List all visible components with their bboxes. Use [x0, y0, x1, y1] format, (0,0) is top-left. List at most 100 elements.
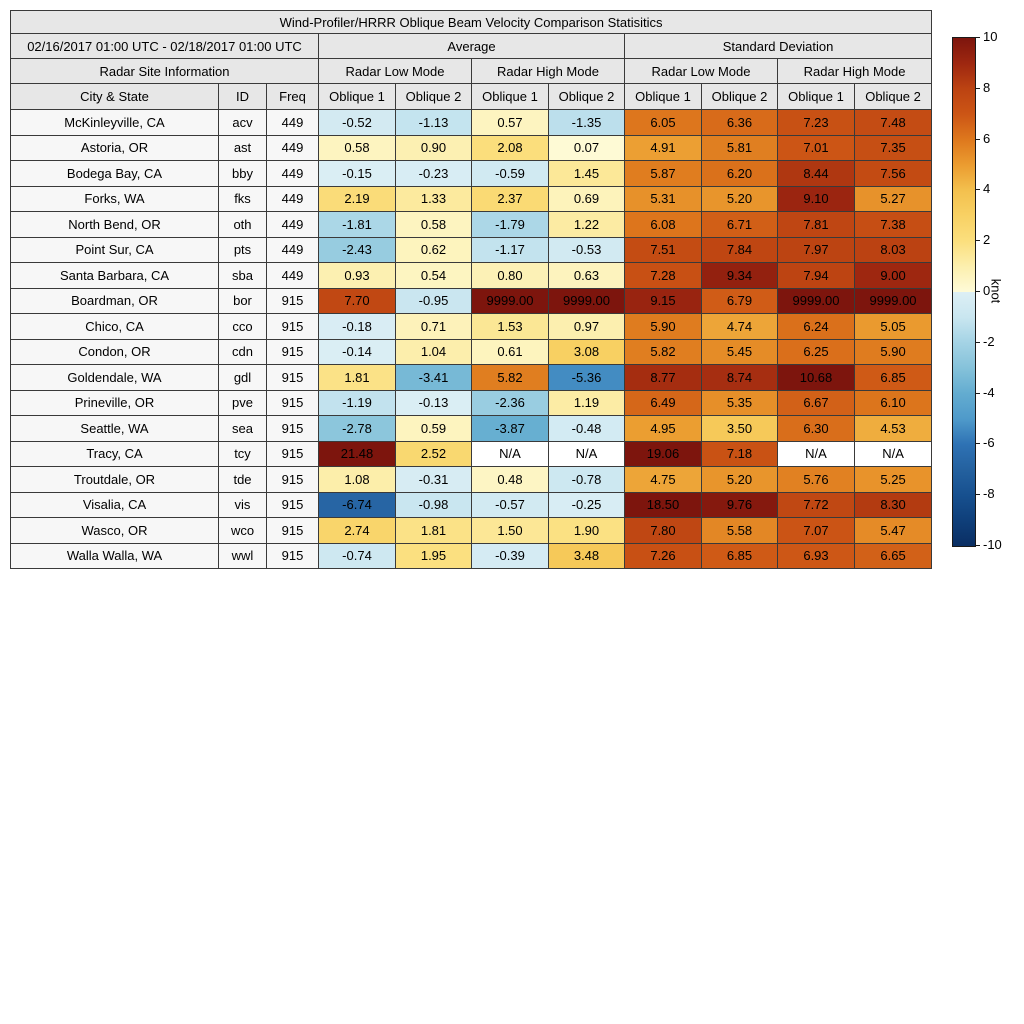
value-cell: 10.68	[777, 364, 855, 391]
value-cell: -0.31	[395, 466, 472, 493]
table-row: Troutdale, OR tde 915 1.08 -0.31 0.48 -0.78 4.7…	[10, 466, 933, 493]
colorbar-tick	[976, 494, 980, 496]
value-cell: -1.19	[318, 389, 396, 416]
mode-header-high-avg: Radar High Mode	[471, 58, 625, 84]
value-cell: 5.45	[701, 338, 778, 365]
col-header-city: City & State	[10, 83, 219, 110]
value-cell: 1.04	[395, 338, 472, 365]
id-cell: tcy	[218, 440, 267, 467]
city-cell: McKinleyville, CA	[10, 109, 219, 136]
value-cell: 0.71	[395, 313, 472, 340]
table-title: Wind-Profiler/HRRR Oblique Beam Velocity…	[9, 10, 933, 34]
value-cell: N/A	[777, 440, 855, 467]
value-cell: 9.15	[624, 287, 702, 314]
colorbar-tick-label: 8	[983, 79, 991, 95]
value-cell: 6.30	[777, 415, 855, 442]
value-cell: 5.20	[701, 466, 778, 493]
colorbar-tick-label: -6	[983, 435, 995, 451]
id-cell: wwl	[218, 542, 267, 569]
group-header-row: 02/16/2017 01:00 UTC - 02/18/2017 01:00 …	[10, 33, 933, 59]
value-cell: 0.59	[395, 415, 472, 442]
group-header-stddev: Standard Deviation	[623, 33, 933, 59]
city-cell: Point Sur, CA	[10, 236, 219, 263]
id-cell: bor	[218, 287, 267, 314]
table-row: Prineville, OR pve 915 -1.19 -0.13 -2.36 1.19 6…	[10, 389, 933, 416]
col-header-oblique1: Oblique 1	[318, 83, 396, 110]
id-cell: tde	[218, 466, 267, 493]
value-cell: 1.95	[395, 542, 472, 569]
mode-header-low-avg: Radar Low Mode	[318, 58, 472, 84]
id-cell: pts	[218, 236, 267, 263]
value-cell: 6.49	[624, 389, 702, 416]
value-cell: -0.59	[471, 160, 549, 187]
value-cell: 5.82	[624, 338, 702, 365]
date-range: 02/16/2017 01:00 UTC - 02/18/2017 01:00 …	[10, 33, 319, 59]
value-cell: -1.13	[395, 109, 472, 136]
value-cell: 1.81	[395, 517, 472, 544]
table-row: Walla Walla, WA wwl 915 -0.74 1.95 -0.39 3.48 7…	[10, 542, 933, 569]
freq-cell: 449	[266, 160, 319, 187]
comparison-table: Wind-Profiler/HRRR Oblique Beam Velocity…	[9, 10, 933, 569]
table-row: Chico, CA cco 915 -0.18 0.71 1.53 0.97 5.90 4.74…	[10, 313, 933, 340]
city-cell: Chico, CA	[10, 313, 219, 340]
value-cell: -0.48	[548, 415, 625, 442]
group-header-average: Average	[318, 33, 625, 59]
site-info-header: Radar Site Information	[10, 58, 319, 84]
id-cell: sba	[218, 262, 267, 289]
freq-cell: 915	[266, 491, 319, 518]
city-cell: Condon, OR	[10, 338, 219, 365]
value-cell: 9999.00	[777, 287, 855, 314]
value-cell: -3.87	[471, 415, 549, 442]
city-cell: Tracy, CA	[10, 440, 219, 467]
value-cell: -0.13	[395, 389, 472, 416]
value-cell: 9.00	[853, 262, 933, 289]
id-cell: acv	[218, 109, 267, 136]
city-cell: Forks, WA	[10, 185, 219, 212]
table-row: Bodega Bay, CA bby 449 -0.15 -0.23 -0.59 1.45 5…	[10, 160, 933, 187]
colorbar-tick-label: 6	[983, 130, 991, 146]
id-cell: fks	[218, 185, 267, 212]
value-cell: 4.53	[853, 415, 933, 442]
col-header-id: ID	[218, 83, 267, 110]
freq-cell: 915	[266, 542, 319, 569]
colorbar-tick-label: -4	[983, 384, 995, 400]
value-cell: 7.94	[777, 262, 855, 289]
value-cell: -1.17	[471, 236, 549, 263]
value-cell: 6.05	[624, 109, 702, 136]
value-cell: 2.37	[471, 185, 549, 212]
value-cell: 4.91	[624, 134, 702, 161]
value-cell: 5.58	[701, 517, 778, 544]
value-cell: 7.51	[624, 236, 702, 263]
value-cell: 4.95	[624, 415, 702, 442]
colorbar-tick	[976, 545, 980, 546]
id-cell: pve	[218, 389, 267, 416]
value-cell: -1.35	[548, 109, 625, 136]
value-cell: 3.48	[548, 542, 625, 569]
value-cell: 6.20	[701, 160, 778, 187]
value-cell: 7.38	[853, 211, 933, 238]
value-cell: N/A	[853, 440, 933, 467]
value-cell: 7.72	[777, 491, 855, 518]
value-cell: -0.23	[395, 160, 472, 187]
table-row: Forks, WA fks 449 2.19 1.33 2.37 0.69 5.31 5.20 9…	[10, 185, 933, 212]
value-cell: -3.41	[395, 364, 472, 391]
value-cell: 6.65	[853, 542, 933, 569]
table-row: McKinleyville, CA acv 449 -0.52 -1.13 0.57 -1.…	[10, 109, 933, 136]
value-cell: 7.80	[624, 517, 702, 544]
id-cell: cdn	[218, 338, 267, 365]
id-cell: gdl	[218, 364, 267, 391]
value-cell: 1.53	[471, 313, 549, 340]
value-cell: 2.19	[318, 185, 396, 212]
table-row: Seattle, WA sea 915 -2.78 0.59 -3.87 -0.48 4.95…	[10, 415, 933, 442]
colorbar-tick-label: 2	[983, 232, 991, 248]
value-cell: -0.52	[318, 109, 396, 136]
value-cell: -1.81	[318, 211, 396, 238]
value-cell: -0.98	[395, 491, 472, 518]
colorbar-tick-label: 0	[983, 283, 991, 298]
value-cell: 9999.00	[471, 287, 549, 314]
value-cell: 5.25	[853, 466, 933, 493]
freq-cell: 449	[266, 109, 319, 136]
value-cell: 7.84	[701, 236, 778, 263]
table-row: Santa Barbara, CA sba 449 0.93 0.54 0.80 0.63 7…	[10, 262, 933, 289]
colorbar-tick-label: 10	[983, 29, 998, 44]
